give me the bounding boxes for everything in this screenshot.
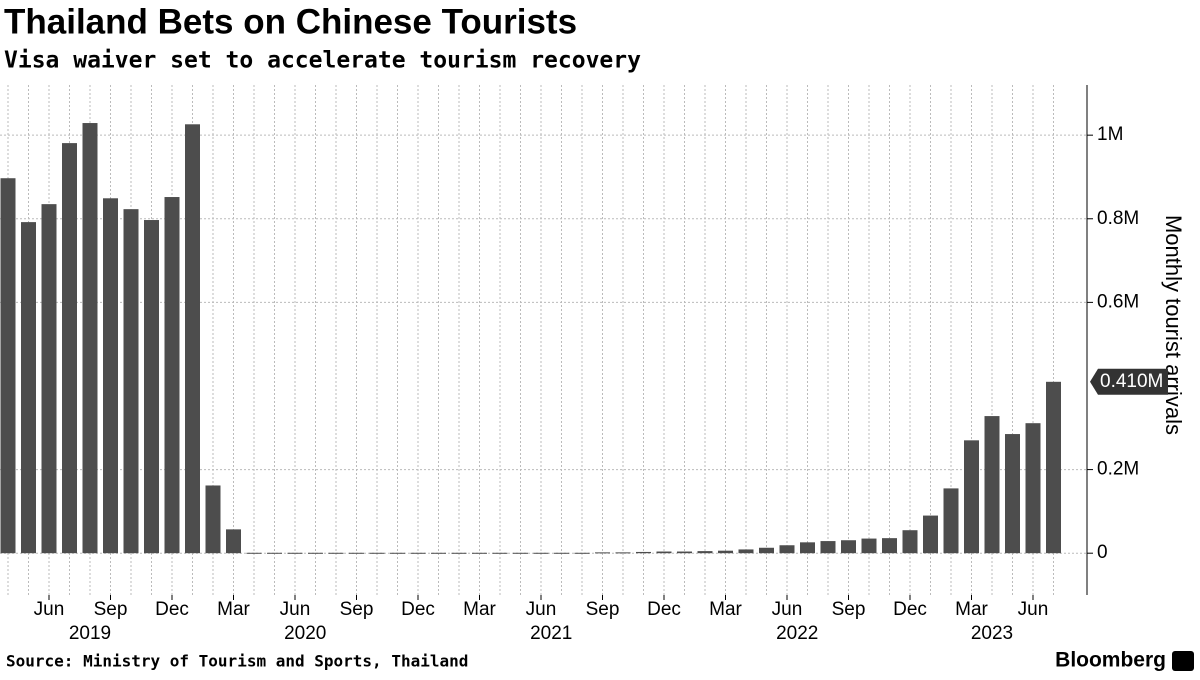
chart-title: Thailand Bets on Chinese Tourists (4, 2, 577, 41)
bar (308, 552, 323, 554)
y-tick-label: 0 (1097, 542, 1108, 563)
bar (697, 551, 713, 554)
x-tick-label: Sep (94, 599, 128, 620)
year-label: 2023 (971, 623, 1013, 644)
bar (964, 440, 979, 554)
bar (103, 198, 118, 554)
bar (615, 552, 631, 554)
y-tick-label: 1M (1097, 124, 1123, 145)
bar (800, 542, 815, 554)
bar (451, 552, 467, 554)
bar (21, 222, 36, 554)
bar (1025, 423, 1041, 554)
brand-icon (1172, 651, 1194, 671)
bar (595, 552, 610, 554)
x-tick-label: Mar (463, 599, 496, 620)
x-tick-label: Sep (586, 599, 620, 620)
bar (533, 552, 549, 554)
bar (677, 551, 692, 554)
x-tick-label: Dec (893, 599, 927, 620)
x-tick-label: Jun (1018, 599, 1049, 620)
bar (1005, 434, 1020, 554)
bar (841, 540, 856, 554)
y-tick-label: 0.2M (1097, 459, 1139, 480)
year-label: 2020 (284, 623, 326, 644)
source: Source: Ministry of Tourism and Sports, … (6, 652, 468, 671)
bar (861, 538, 877, 554)
bar (62, 143, 77, 554)
bar (287, 552, 303, 554)
x-tick-label: Jun (526, 599, 557, 620)
y-tick-label: 0.6M (1097, 291, 1139, 312)
x-tick-label: Sep (832, 599, 866, 620)
x-tick-label: Sep (340, 599, 374, 620)
bar (718, 550, 733, 554)
bar (246, 552, 262, 554)
bar (205, 485, 221, 554)
bar (1046, 381, 1061, 554)
x-tick-label: Dec (647, 599, 681, 620)
bar (226, 529, 241, 554)
bar (492, 552, 508, 554)
bar (123, 209, 139, 554)
bar (0, 178, 16, 554)
x-tick-label: Dec (155, 599, 189, 620)
bar (943, 488, 959, 554)
bar (738, 549, 754, 554)
year-label: 2019 (69, 623, 111, 644)
bar (410, 552, 426, 554)
bar (513, 552, 528, 554)
bar (636, 551, 651, 554)
bar (144, 220, 159, 554)
bar (472, 552, 487, 554)
bar (882, 538, 897, 554)
bar (164, 197, 180, 554)
bar (779, 545, 795, 554)
x-tick-label: Mar (217, 599, 250, 620)
bar (984, 416, 1000, 554)
y-axis-label: Monthly tourist arrivals (1161, 215, 1186, 435)
y-tick-label: 0.8M (1097, 208, 1139, 229)
bar (328, 552, 344, 554)
bar (390, 552, 405, 554)
bar (554, 552, 569, 554)
bar (267, 552, 282, 554)
year-label: 2021 (530, 623, 572, 644)
bar (82, 123, 98, 554)
bar (41, 204, 57, 554)
bar (759, 547, 774, 554)
x-tick-label: Jun (772, 599, 803, 620)
brand: Bloomberg (1055, 649, 1166, 672)
year-label: 2022 (776, 623, 818, 644)
x-tick-label: Dec (401, 599, 435, 620)
x-tick-label: Jun (280, 599, 311, 620)
x-tick-label: Mar (955, 599, 988, 620)
chart-subtitle: Visa waiver set to accelerate tourism re… (4, 48, 641, 74)
bar (656, 551, 672, 554)
x-tick-label: Jun (34, 599, 65, 620)
bar (369, 552, 385, 554)
value-label-tag (1090, 368, 1168, 395)
x-tick-label: Mar (709, 599, 742, 620)
bar (431, 552, 446, 554)
bar (185, 124, 200, 554)
bar (902, 530, 918, 554)
bar (820, 541, 836, 554)
bar (923, 515, 938, 554)
bar (574, 552, 590, 554)
bar (349, 552, 364, 554)
value-label: 0.410M (1100, 371, 1163, 392)
